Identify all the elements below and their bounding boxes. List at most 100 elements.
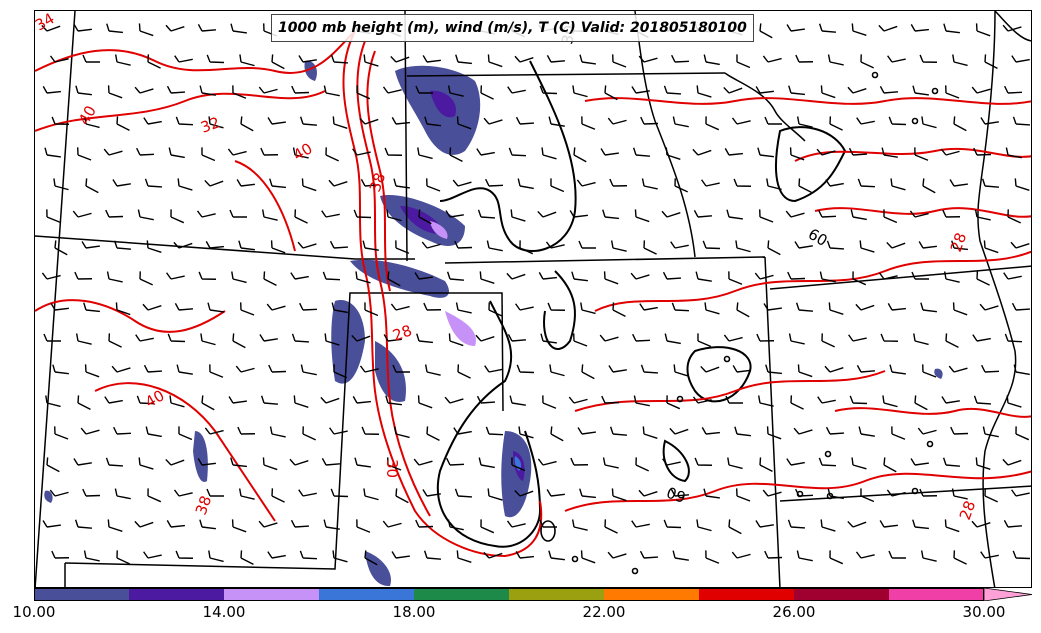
wind-barb: [73, 24, 92, 32]
wind-barb: [54, 240, 68, 256]
wind-barb: [143, 551, 162, 559]
wind-barb: [912, 85, 929, 96]
wind-barb: [146, 240, 162, 253]
wind-barb: [322, 271, 341, 281]
wind-barb: [703, 54, 720, 66]
wind-barb: [755, 86, 774, 94]
wind-barb: [790, 395, 804, 410]
colorbar-segment: [319, 588, 415, 601]
wind-barb: [910, 24, 929, 32]
wind-barb: [703, 488, 720, 499]
wind-barb: [642, 426, 658, 439]
wind-barb: [1002, 458, 1022, 466]
wind-barb: [238, 240, 255, 251]
wind-barb: [609, 178, 628, 187]
wind-barb: [229, 209, 247, 218]
wind-barb: [359, 365, 379, 373]
wind-barb: [825, 426, 845, 435]
wind-barb: [42, 86, 61, 94]
wind-barb: [607, 551, 627, 559]
wind-barb: [796, 116, 813, 128]
wind-barb: [661, 210, 681, 218]
wind-barb: [980, 117, 999, 125]
wind-barb: [330, 488, 349, 498]
wind-barb: [1004, 333, 1023, 343]
wind-barb: [787, 519, 806, 529]
wind-barb: [858, 426, 875, 437]
wind-barb: [174, 55, 193, 63]
wind-barb: [393, 178, 410, 189]
wind-barb: [632, 333, 651, 342]
wind-barb: [546, 54, 566, 63]
wind-barb: [971, 86, 991, 94]
wind-barb: [694, 457, 713, 466]
wind-barb: [612, 54, 627, 68]
wind-barb: [632, 147, 651, 157]
wind-barb: [797, 364, 813, 378]
wind-barb: [519, 240, 534, 255]
wind-barb: [449, 147, 463, 162]
wind-barb: [354, 457, 371, 468]
wind-barb: [794, 241, 813, 249]
wind-barb: [200, 333, 216, 346]
wind-barb: [267, 117, 286, 125]
wind-barb: [568, 396, 588, 404]
wind-barb: [635, 457, 649, 472]
wind-barb: [643, 240, 657, 255]
wind-barb: [881, 147, 898, 158]
wind-barb: [609, 426, 628, 436]
wind-barb: [547, 302, 566, 311]
wind-barb: [423, 302, 442, 311]
colorbar-tick-label: 10.00: [12, 603, 56, 621]
wind-barb: [516, 364, 535, 374]
wind-barb: [46, 457, 60, 473]
wind-barb: [579, 54, 596, 65]
wind-barb: [166, 520, 185, 528]
colorbar: [34, 588, 1033, 601]
wind-barb: [116, 550, 130, 565]
wind-barb: [82, 488, 101, 497]
wind-barb: [417, 395, 433, 409]
wind-barb: [238, 488, 255, 500]
wind-barb: [793, 427, 813, 435]
wind-barb: [855, 303, 875, 311]
wind-barb: [640, 364, 659, 374]
wind-barb: [329, 240, 349, 249]
wind-barb: [542, 395, 557, 409]
wind-barb: [888, 550, 906, 559]
wind-barb: [114, 488, 131, 500]
wind-barb: [105, 457, 124, 467]
wind-barb: [113, 426, 132, 435]
wind-barb: [701, 427, 720, 435]
wind-barb: [81, 241, 100, 249]
wind-barb: [725, 395, 743, 404]
wind-barb: [515, 303, 534, 311]
wind-barb: [206, 54, 225, 64]
wind-barb: [138, 457, 154, 470]
wind-barb: [447, 519, 464, 531]
wind-barb: [756, 333, 775, 342]
wind-barb: [176, 364, 193, 375]
temp-label: 28: [947, 230, 970, 254]
wind-barb: [485, 178, 504, 187]
wind-barb: [764, 116, 782, 125]
wind-barb: [820, 85, 836, 99]
wind-barb: [943, 271, 960, 283]
wind-barb: [508, 147, 527, 157]
wind-barb: [363, 54, 379, 67]
wind-barb: [887, 55, 906, 63]
wind-barb: [394, 426, 410, 439]
wind-barb: [975, 457, 991, 470]
wind-barb: [330, 54, 349, 64]
wind-barb: [293, 395, 309, 408]
wind-barb: [332, 550, 348, 563]
wind-barb: [84, 116, 100, 129]
wind-barb: [983, 240, 999, 254]
wind-barb: [599, 334, 619, 342]
wind-barb: [573, 147, 587, 163]
wind-barb: [886, 489, 906, 497]
wind-barb: [755, 520, 774, 528]
wind-barb: [300, 364, 317, 376]
wind-barb: [913, 333, 929, 346]
wind-barb: [764, 550, 783, 559]
